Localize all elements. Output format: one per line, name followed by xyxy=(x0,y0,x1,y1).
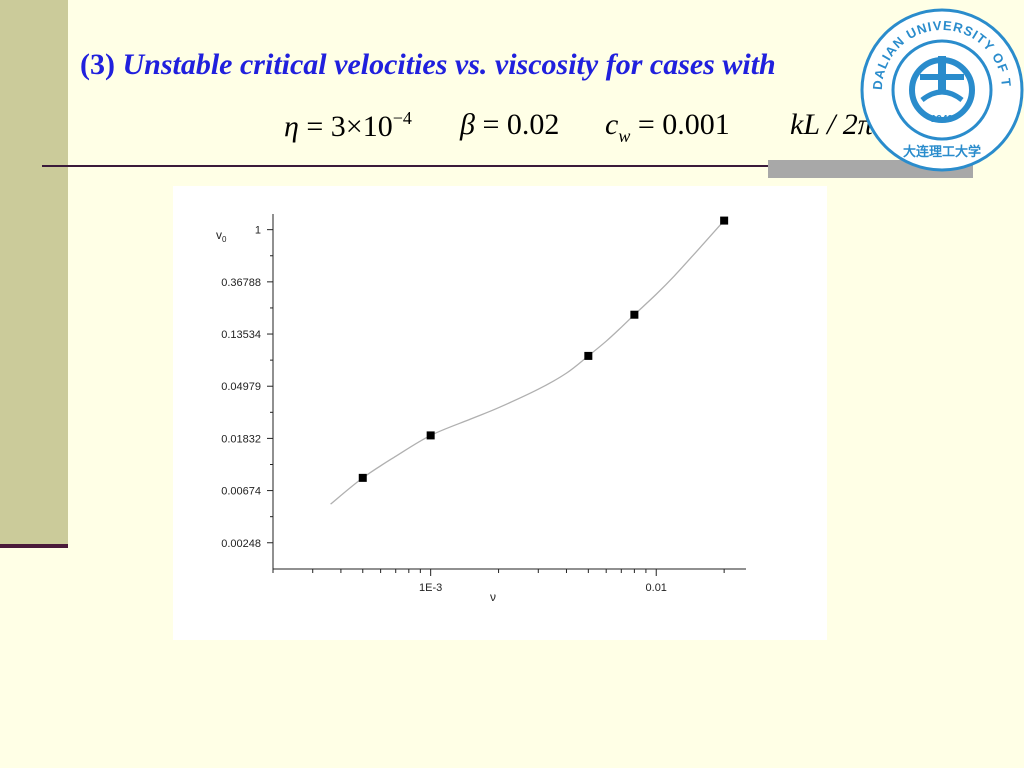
y-tick-label: 0.13534 xyxy=(221,329,261,341)
eta-symbol: η xyxy=(284,110,299,143)
x-axis-label: ν xyxy=(490,590,496,604)
x-tick-label: 0.01 xyxy=(646,582,667,594)
left-decor-bar xyxy=(0,0,68,546)
y-tick-label: 0.36788 xyxy=(221,277,261,289)
data-point xyxy=(720,216,729,225)
y-tick-label: 0.00248 xyxy=(221,538,261,550)
x-tick-label: 1E-3 xyxy=(419,582,442,594)
y-tick-label: 0.00674 xyxy=(221,486,261,498)
title-divider xyxy=(42,165,972,167)
chart-panel: 1E-3 0.01 0.00248 0.00674 0.01832 0.04979 0.13… xyxy=(173,186,827,640)
chart-axes: 1E-3 0.01 0.00248 0.00674 0.01832 0.04979 0.13… xyxy=(221,214,746,594)
eta-equation: η = 3×10−4 xyxy=(284,108,412,144)
title-text: Unstable critical velocities vs. viscosi… xyxy=(122,48,776,81)
data-point xyxy=(426,431,435,440)
cw-symbol: c xyxy=(605,108,619,141)
eta-value: = 3×10 xyxy=(306,110,393,143)
data-point xyxy=(584,351,593,360)
y-tick-label: 1 xyxy=(255,225,261,237)
logo-year: 1949 xyxy=(931,114,954,125)
y-tick-label: 0.04979 xyxy=(221,381,261,393)
eta-exponent: −4 xyxy=(392,108,412,128)
cw-equation: cw = 0.001 xyxy=(605,108,730,147)
data-point-layer xyxy=(358,216,729,482)
data-point xyxy=(630,310,639,319)
beta-value: = 0.02 xyxy=(482,108,560,141)
left-decor-line xyxy=(0,544,68,548)
university-logo: DALIAN UNIVERSITY OF TECHNOLOGY 1949 大连理… xyxy=(860,4,1024,172)
cw-value: = 0.001 xyxy=(637,108,730,141)
title-number: (3) xyxy=(80,48,115,81)
logo-chinese-text: 大连理工大学 xyxy=(903,144,981,160)
fit-curve-layer xyxy=(330,220,725,505)
slide-title: (3) Unstable critical velocities vs. vis… xyxy=(80,48,776,82)
cw-subscript: w xyxy=(618,126,631,146)
beta-equation: β = 0.02 xyxy=(460,108,559,142)
y-axis-label: v0 xyxy=(216,228,227,244)
y-tick-label: 0.01832 xyxy=(221,433,261,445)
fit-curve xyxy=(330,220,725,505)
data-point xyxy=(358,473,367,482)
velocity-viscosity-chart: 1E-3 0.01 0.00248 0.00674 0.01832 0.04979 0.13… xyxy=(216,214,746,604)
beta-symbol: β xyxy=(460,108,475,141)
axis-label-layer: v0 ν xyxy=(216,228,496,604)
